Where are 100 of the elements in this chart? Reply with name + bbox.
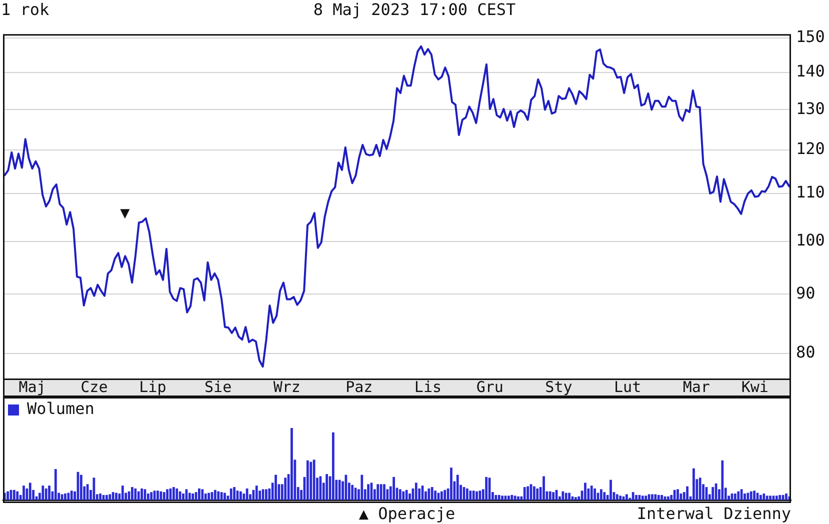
bar <box>162 492 166 500</box>
bar <box>160 491 162 500</box>
bar <box>131 487 134 500</box>
text: ▲ Operacje <box>358 504 456 523</box>
chart-title: 1 rok <box>1 0 50 19</box>
text: Interwal Dzienny <box>636 504 791 523</box>
bar <box>430 487 434 500</box>
x-tick-label: Cze <box>80 378 108 396</box>
bar <box>456 474 459 500</box>
bar <box>510 494 514 500</box>
x-tick-label: Kwi <box>741 378 768 396</box>
x-tick-label: Sie <box>204 378 232 396</box>
bar <box>383 484 386 500</box>
bar <box>12 490 16 500</box>
bar <box>746 492 750 500</box>
bar <box>594 488 596 500</box>
bar <box>105 494 108 500</box>
bar <box>498 494 500 500</box>
bar <box>673 490 676 500</box>
bar <box>616 494 618 500</box>
x-tick-label: Gru <box>476 378 504 396</box>
bar <box>574 497 577 500</box>
bar <box>121 486 124 500</box>
bar <box>686 486 689 500</box>
bar <box>140 488 143 500</box>
bar <box>367 484 370 500</box>
bar <box>494 494 498 500</box>
bar <box>450 468 452 500</box>
bar <box>552 492 555 500</box>
bar <box>501 496 504 500</box>
bar <box>44 488 48 500</box>
bar <box>137 491 140 500</box>
bar <box>712 487 714 500</box>
x-tick-label: Lut <box>614 378 642 396</box>
bar <box>233 487 236 500</box>
bar <box>641 496 644 500</box>
bar <box>115 492 118 500</box>
bar <box>721 460 724 500</box>
bar <box>778 494 782 500</box>
bar <box>54 469 57 500</box>
bar <box>476 491 478 500</box>
x-tick-label: Paz <box>346 378 373 396</box>
bar <box>48 486 50 500</box>
bar <box>523 487 526 500</box>
bar <box>290 428 293 500</box>
bar <box>692 468 695 500</box>
bar <box>284 478 287 500</box>
x-tick-label: Maj <box>18 378 46 396</box>
bar <box>775 496 778 500</box>
bar <box>255 486 258 500</box>
bar <box>428 488 430 500</box>
bar <box>64 494 66 500</box>
bar <box>239 491 242 500</box>
bar <box>319 476 322 500</box>
bar <box>208 492 210 500</box>
bar <box>188 492 191 500</box>
bar <box>405 490 408 500</box>
bar <box>246 488 248 500</box>
bar <box>150 492 153 500</box>
x-tick-label: Wrz <box>273 378 300 396</box>
bar <box>785 494 788 500</box>
bar <box>651 494 654 500</box>
bar <box>42 486 44 500</box>
bar <box>654 494 657 500</box>
bar <box>644 496 648 500</box>
bar <box>351 484 354 500</box>
bar <box>753 490 756 500</box>
bar <box>80 474 82 500</box>
bar <box>22 486 25 500</box>
bar <box>568 492 570 500</box>
bar <box>762 494 766 500</box>
y-tick-label: 80 <box>796 342 816 362</box>
bar <box>252 490 255 500</box>
bar <box>548 491 552 500</box>
annotation: ▼ <box>120 203 130 222</box>
bar <box>750 491 752 500</box>
bar <box>485 476 488 500</box>
bar <box>332 432 334 500</box>
bar <box>398 489 402 500</box>
bar <box>134 488 137 500</box>
bar <box>564 492 568 500</box>
x-tick-label: Mar <box>682 378 710 396</box>
bar <box>402 491 405 500</box>
bar <box>734 494 736 500</box>
bar <box>440 491 443 500</box>
bar <box>698 478 702 500</box>
bar <box>532 486 536 500</box>
bar <box>469 490 472 500</box>
bar <box>517 496 520 500</box>
chart-subtitle: 8 Maj 2023 17:00 CEST <box>313 0 516 19</box>
bar <box>526 486 529 500</box>
bar <box>414 482 418 500</box>
bar <box>326 474 328 500</box>
bar <box>156 490 159 500</box>
bar <box>360 474 364 500</box>
bar <box>619 496 622 500</box>
bar <box>769 496 772 500</box>
x-tick-label: Sty <box>545 378 572 396</box>
bar <box>392 476 396 500</box>
bar <box>192 494 194 500</box>
